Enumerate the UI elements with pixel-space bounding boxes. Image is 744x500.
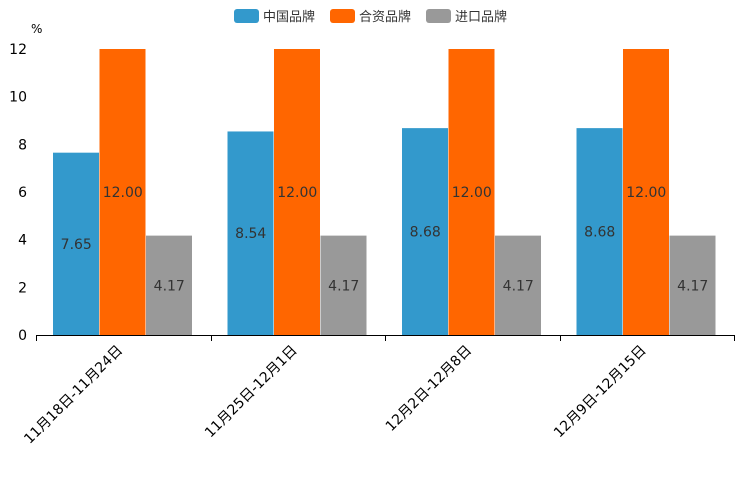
- y-tick-label: 6: [18, 185, 27, 201]
- bar-1-2: [227, 131, 274, 335]
- x-category-label-3: 12月2日-12月8日: [383, 343, 475, 435]
- y-tick-label: 12: [9, 42, 27, 58]
- bar-2-2: [274, 49, 320, 335]
- legend-swatch-3: [426, 9, 451, 23]
- legend-label-3: 进口品牌: [455, 9, 507, 25]
- legend-label-2: 合资品牌: [359, 9, 411, 25]
- legend-swatch-1: [234, 9, 259, 23]
- data-label-2-1: 12.00: [103, 185, 143, 201]
- data-label-3-4: 4.17: [677, 278, 708, 294]
- data-label-3-1: 4.17: [154, 278, 185, 294]
- x-category-label-1: 11月18日-11月24日: [21, 343, 126, 448]
- bar-2-3: [448, 49, 495, 335]
- bar-1-4: [576, 128, 623, 335]
- bar-1-1: [53, 152, 99, 335]
- data-label-1-3: 8.68: [410, 225, 441, 241]
- y-tick-label: 2: [18, 280, 27, 296]
- x-category-label-2: 11月25日-12月1日: [202, 343, 301, 442]
- y-tick-label: 8: [18, 137, 27, 153]
- y-tick-label: 0: [18, 328, 27, 344]
- data-label-1-2: 8.54: [235, 226, 266, 242]
- bar-3-1: [146, 235, 192, 335]
- data-label-3-3: 4.17: [503, 278, 534, 294]
- y-tick-label: 10: [9, 90, 27, 106]
- bar-2-1: [99, 49, 146, 335]
- data-label-2-4: 12.00: [626, 185, 666, 201]
- bar-3-4: [669, 235, 716, 335]
- legend-swatch-2: [330, 9, 355, 23]
- bar-1-3: [402, 128, 448, 335]
- data-label-2-2: 12.00: [277, 185, 317, 201]
- data-label-2-3: 12.00: [452, 185, 492, 201]
- legend-label-1: 中国品牌: [263, 9, 315, 25]
- y-tick-label: 4: [18, 233, 27, 249]
- data-label-1-1: 7.65: [61, 237, 92, 253]
- data-label-1-4: 8.68: [584, 225, 615, 241]
- data-label-3-2: 4.17: [328, 278, 359, 294]
- bar-2-4: [623, 49, 669, 335]
- y-axis-unit-label: %: [31, 22, 42, 36]
- bar-3-3: [495, 235, 541, 335]
- x-category-label-4: 12月9日-12月15日: [551, 343, 650, 442]
- bar-3-2: [320, 235, 367, 335]
